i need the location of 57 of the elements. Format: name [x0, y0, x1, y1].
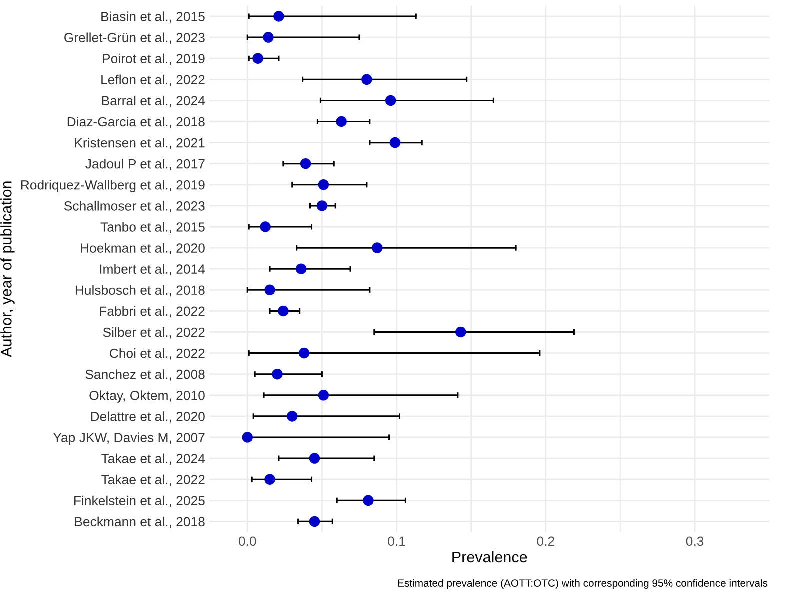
point [385, 95, 396, 106]
point [336, 116, 347, 128]
y-tick-label: Oktay, Oktem, 2010 [90, 390, 205, 403]
y-tick-label: Beckmann et al., 2018 [75, 516, 205, 528]
point [318, 390, 330, 401]
x-tick-label: 0.3 [686, 536, 704, 546]
point [309, 516, 320, 528]
y-tick-label: Choi et al., 2022 [110, 348, 205, 360]
y-tick-label: Grellet-Grün et al., 2023 [64, 32, 205, 44]
point [316, 200, 328, 212]
y-tick-label: Fabbri et al., 2022 [100, 306, 205, 318]
y-tick-label: Finkelstein et al., 2025 [74, 496, 205, 508]
y-tick-label: Yap JKW, Davies M, 2007 [53, 432, 205, 446]
y-tick-label: Barral et al., 2024 [102, 96, 206, 108]
point [390, 137, 401, 148]
x-tick-label: 0.0 [238, 536, 256, 546]
x-tick-label: 0.2 [537, 536, 554, 546]
point [300, 158, 312, 170]
point [264, 474, 276, 485]
y-tick-label: Kristensen et al., 2021 [75, 138, 205, 150]
y-tick-label: Schallmoser et al., 2023 [64, 201, 205, 212]
y-tick-label: Jadoul P et al., 2017 [86, 159, 205, 170]
point [362, 74, 372, 86]
point [456, 326, 466, 338]
point [318, 180, 330, 190]
point [274, 11, 284, 22]
y-tick-label: Hulsbosch et al., 2018 [76, 285, 205, 297]
point [278, 306, 289, 317]
point [272, 368, 283, 380]
y-tick-label: Sanchez et al., 2008 [86, 370, 205, 381]
y-tick-label: Silber et al., 2022 [103, 327, 205, 339]
point [298, 348, 310, 359]
point [363, 495, 374, 506]
text: Estimated prevalence (AOTT:OTC) with corresponding 95% confidence intervals [398, 579, 768, 590]
point [242, 432, 254, 443]
y-tick-label: Hoekman et al., 2020 [81, 243, 205, 255]
y-tick-label: Tanbo et al., 2015 [100, 222, 205, 234]
y-tick-label: Rodriquez-Wallberg et al., 2019 [21, 180, 205, 192]
y-tick-label: Biasin et al., 2015 [102, 12, 205, 23]
x-tick-label: 0.1 [388, 536, 406, 546]
y-axis-title: Author, year of publication [0, 182, 15, 358]
y-tick-label: Imbert et al., 2014 [100, 264, 206, 276]
y-tick-label: Takae et al., 2022 [102, 474, 205, 486]
x-axis-title: Prevalence [452, 551, 528, 563]
y-tick-label: Poirot et al., 2019 [103, 54, 205, 66]
y-tick-label: Leflon et al., 2022 [102, 74, 205, 86]
point [309, 453, 320, 464]
point [264, 284, 276, 296]
point [260, 222, 271, 232]
point [372, 242, 383, 254]
y-tick-label: Takae et al., 2024 [102, 454, 206, 466]
y-tick-label: Delattre et al., 2020 [91, 412, 205, 423]
point [286, 411, 298, 422]
y-tick-label: Diaz-Garcia et al., 2018 [68, 116, 205, 128]
point [252, 53, 264, 64]
point [263, 32, 274, 43]
point [296, 264, 307, 274]
